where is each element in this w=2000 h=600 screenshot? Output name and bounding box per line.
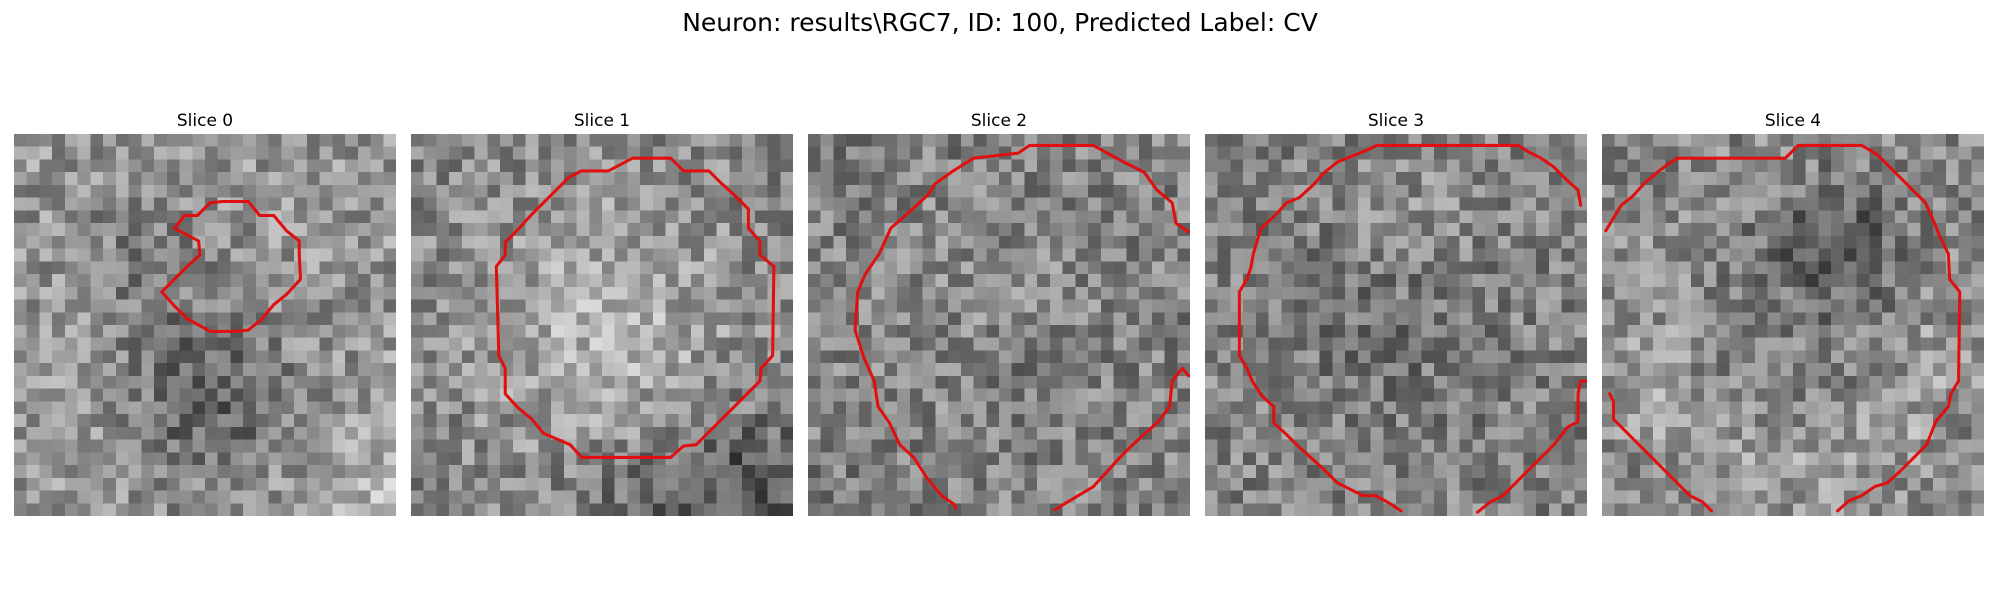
slice-title: Slice 0	[176, 111, 234, 131]
segmentation-contour	[494, 156, 776, 459]
slice-image-3	[1205, 134, 1587, 516]
slice-title: Slice 1	[573, 111, 631, 131]
segmentation-contour	[1608, 392, 1714, 513]
slice-panel-1: Slice 1	[411, 110, 793, 520]
segmentation-contour	[1604, 143, 1962, 513]
slice-image-1	[411, 134, 793, 516]
segmentation-contour	[1237, 143, 1583, 513]
slice-panel-3: Slice 3	[1205, 110, 1587, 520]
grayscale-pixel-grid	[411, 134, 793, 516]
slice-title: Slice 2	[970, 111, 1028, 131]
slice-title: Slice 3	[1367, 111, 1425, 131]
segmentation-contour	[1475, 379, 1587, 514]
segmentation-contour	[853, 143, 1190, 510]
figure-title: Neuron: results\RGC7, ID: 100, Predicted…	[682, 8, 1318, 37]
slice-image-4	[1602, 134, 1984, 516]
slice-panel-2: Slice 2	[808, 110, 1190, 520]
slice-panel-4: Slice 4	[1602, 110, 1984, 520]
slice-image-2	[808, 134, 1190, 516]
slice-panel-0: Slice 0	[14, 110, 396, 520]
segmentation-contour	[160, 199, 303, 333]
grayscale-pixel-grid	[14, 134, 396, 516]
grayscale-pixel-grid	[808, 134, 1190, 516]
slice-title: Slice 4	[1764, 111, 1822, 131]
grayscale-pixel-grid	[1602, 134, 1984, 516]
slice-image-0	[14, 134, 396, 516]
segmentation-contour	[1053, 366, 1190, 512]
grayscale-pixel-grid	[1205, 134, 1587, 516]
